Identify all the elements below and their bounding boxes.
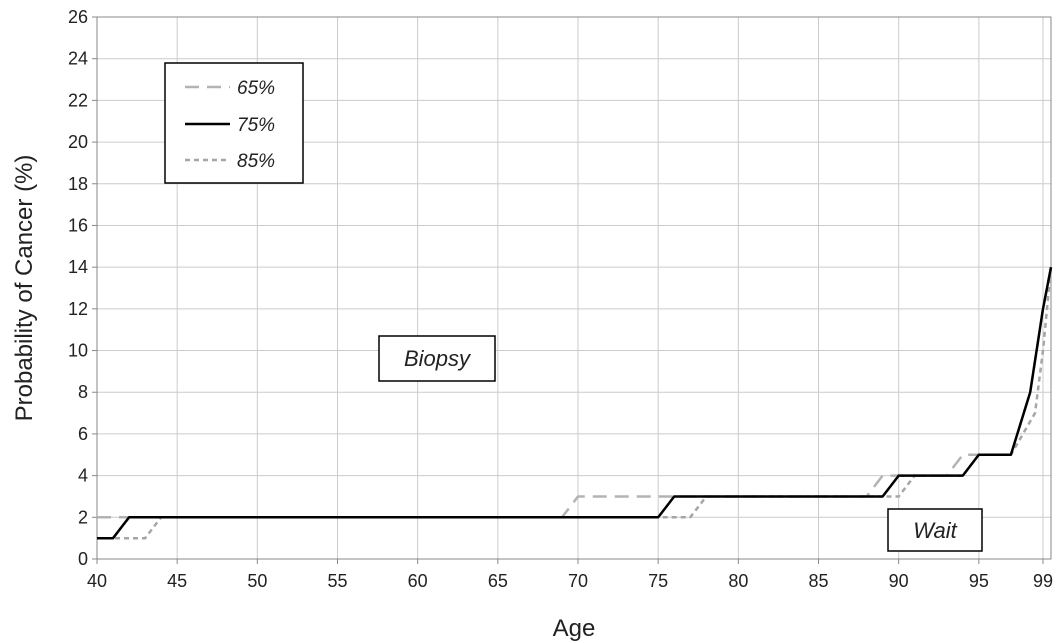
biopsy-label-text: Biopsy xyxy=(404,346,472,371)
x-tick-label: 85 xyxy=(808,571,828,591)
y-tick-label: 8 xyxy=(78,382,88,402)
y-tick-label: 22 xyxy=(68,90,88,110)
x-tick-label: 65 xyxy=(488,571,508,591)
legend-label-75: 75% xyxy=(237,115,275,136)
y-tick-label: 14 xyxy=(68,257,88,277)
x-axis: 40 45 50 55 60 65 70 75 80 85 90 95 99 xyxy=(87,559,1053,591)
wait-region-label: Wait xyxy=(887,508,983,552)
x-tick-label: 55 xyxy=(327,571,347,591)
y-tick-label: 10 xyxy=(68,341,88,361)
x-tick-label: 80 xyxy=(728,571,748,591)
x-tick-label: 40 xyxy=(87,571,107,591)
wait-label-box xyxy=(887,508,983,552)
y-tick-label: 2 xyxy=(78,507,88,527)
x-tick-label: 90 xyxy=(889,571,909,591)
biopsy-label-box xyxy=(378,335,496,382)
legend: 65% 75% 85% xyxy=(164,62,304,184)
x-tick-label: 50 xyxy=(247,571,267,591)
biopsy-region-label: Biopsy xyxy=(378,335,496,382)
x-axis-title: Age xyxy=(553,615,596,642)
y-axis-title: Probability of Cancer (%) xyxy=(11,155,38,422)
y-tick-label: 12 xyxy=(68,299,88,319)
y-tick-label: 20 xyxy=(68,132,88,152)
plot-area-border xyxy=(96,16,1052,560)
series-layer xyxy=(97,266,1053,540)
series-line-75 xyxy=(97,266,1053,540)
y-tick-label: 4 xyxy=(78,466,88,486)
x-tick-label: 75 xyxy=(648,571,668,591)
legend-label-65: 65% xyxy=(237,78,275,99)
series-line-85 xyxy=(97,267,1053,540)
x-tick-label: 95 xyxy=(969,571,989,591)
x-tick-label: 45 xyxy=(167,571,187,591)
y-tick-label: 16 xyxy=(68,215,88,235)
y-tick-label: 26 xyxy=(68,7,88,27)
x-tick-label: 70 xyxy=(568,571,588,591)
y-tick-label: 0 xyxy=(78,549,88,569)
y-tick-label: 18 xyxy=(68,174,88,194)
x-tick-label: 99 xyxy=(1033,571,1053,591)
wait-label-text: Wait xyxy=(913,518,957,543)
legend-label-85: 85% xyxy=(237,151,275,172)
x-tick-label: 60 xyxy=(408,571,428,591)
y-tick-label: 24 xyxy=(68,49,88,69)
y-tick-label: 6 xyxy=(78,424,88,444)
